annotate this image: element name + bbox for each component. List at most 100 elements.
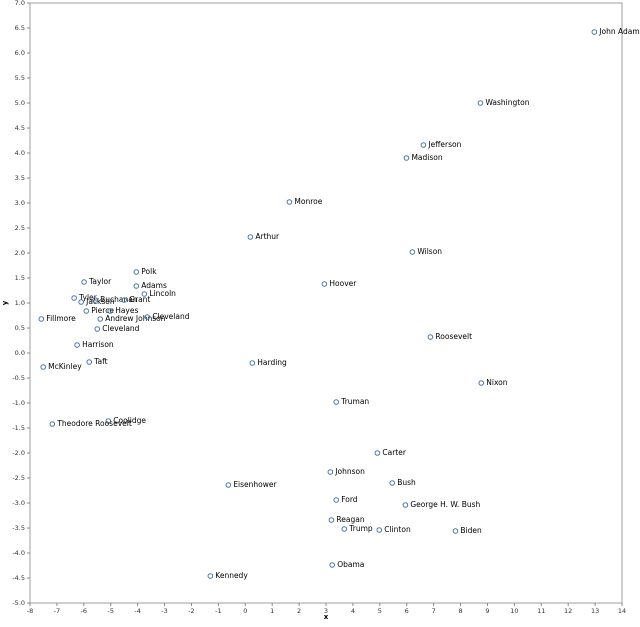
- point: [81, 279, 87, 285]
- y-tick-label: 5.5: [15, 74, 25, 82]
- point: [38, 316, 45, 322]
- point-label: Fillmore: [46, 314, 76, 323]
- point: [374, 450, 381, 456]
- y-tick-label: -3.5: [12, 524, 25, 532]
- x-tick-label: -7: [54, 607, 60, 615]
- point-label: Theodore Roosevelt: [56, 419, 132, 428]
- point: [78, 299, 84, 305]
- point-label: Lincoln: [149, 289, 176, 298]
- point-label: Tyler: [78, 293, 98, 302]
- x-tick-label: 10: [510, 607, 518, 615]
- y-tick-label: 5.0: [15, 99, 25, 107]
- y-tick-label: 6.0: [15, 49, 25, 57]
- point: [92, 297, 98, 303]
- point: [321, 281, 328, 287]
- point: [74, 342, 80, 348]
- point: [121, 297, 127, 303]
- point: [247, 234, 254, 240]
- x-tick-label: 3: [324, 607, 328, 615]
- y-tick-label: 3.5: [15, 174, 25, 182]
- point: [286, 199, 293, 205]
- y-tick-label: -5.0: [12, 599, 25, 607]
- point: [97, 316, 104, 322]
- point-label: Cleveland: [152, 312, 189, 321]
- point: [133, 283, 140, 289]
- y-tick-label: 1.0: [15, 299, 25, 307]
- point: [225, 482, 232, 488]
- point: [249, 360, 256, 366]
- point: [389, 480, 395, 486]
- y-axis-label: y: [1, 300, 9, 305]
- point: [409, 249, 416, 255]
- point-label: Taft: [93, 357, 107, 366]
- point-label: George H. W. Bush: [410, 500, 480, 509]
- point-label: Obama: [337, 560, 364, 569]
- y-tick-label: 7.0: [15, 0, 25, 7]
- point-label: Buchanan: [100, 295, 138, 304]
- point-label: Trump: [348, 524, 373, 533]
- point: [327, 469, 334, 475]
- point-label: Wilson: [417, 247, 442, 256]
- y-tick-label: -1.5: [12, 424, 25, 432]
- point: [478, 380, 485, 386]
- point: [477, 100, 484, 106]
- x-tick-label: 13: [591, 607, 599, 615]
- point: [141, 291, 148, 297]
- y-tick-label: 0.0: [15, 349, 25, 357]
- x-tick-label: 6: [405, 607, 409, 615]
- x-tick-label: -1: [215, 607, 221, 615]
- y-tick-label: -4.5: [12, 574, 25, 582]
- point-label: Grant: [129, 295, 150, 304]
- y-tick-label: 3.0: [15, 199, 25, 207]
- point-label: Eisenhower: [233, 480, 277, 489]
- x-tick-label: -3: [161, 607, 167, 615]
- point-label: Harding: [257, 358, 287, 367]
- point: [333, 399, 340, 405]
- point: [328, 517, 335, 523]
- point: [107, 308, 113, 314]
- point: [94, 326, 101, 332]
- point-label: Kennedy: [215, 571, 248, 580]
- point: [427, 334, 434, 340]
- point-label: Pierce: [91, 306, 114, 315]
- point-label: Coolidge: [113, 416, 146, 425]
- point: [591, 29, 598, 35]
- point-label: Arthur: [255, 232, 280, 241]
- y-tick-label: -2.0: [12, 449, 25, 457]
- y-tick-label: 6.5: [15, 24, 25, 32]
- x-tick-label: 11: [537, 607, 545, 615]
- point: [144, 314, 151, 320]
- point-label: Harrison: [82, 340, 114, 349]
- point: [105, 418, 112, 424]
- point-label: Reagan: [336, 515, 364, 524]
- point-label: Monroe: [294, 197, 322, 206]
- point: [86, 359, 92, 365]
- x-tick-label: -6: [81, 607, 87, 615]
- point: [420, 142, 427, 148]
- point-label: Carter: [382, 448, 406, 457]
- x-tick-label: 1: [270, 607, 274, 615]
- x-tick-label: 0: [243, 607, 247, 615]
- point-label: Cleveland: [102, 324, 139, 333]
- point: [333, 497, 340, 503]
- x-tick-label: 14: [618, 607, 626, 615]
- point-label: Johnson: [334, 467, 365, 476]
- x-tick-label: -4: [134, 607, 140, 615]
- x-axis-label: x: [324, 613, 329, 621]
- y-tick-label: -3.0: [12, 499, 25, 507]
- y-tick-label: 4.5: [15, 124, 25, 132]
- y-tick-label: -2.5: [12, 474, 25, 482]
- x-tick-label: -2: [188, 607, 194, 615]
- y-tick-label: 2.5: [15, 224, 25, 232]
- x-tick-label: 4: [351, 607, 355, 615]
- point-label: Adams: [141, 281, 167, 290]
- point: [329, 562, 335, 568]
- point-label: Bush: [397, 478, 416, 487]
- point: [402, 502, 409, 508]
- point-label: Clinton: [384, 525, 411, 534]
- point-label: Hayes: [115, 306, 138, 315]
- point: [71, 295, 77, 301]
- point-label: Jefferson: [427, 140, 461, 149]
- x-tick-label: 12: [564, 607, 572, 615]
